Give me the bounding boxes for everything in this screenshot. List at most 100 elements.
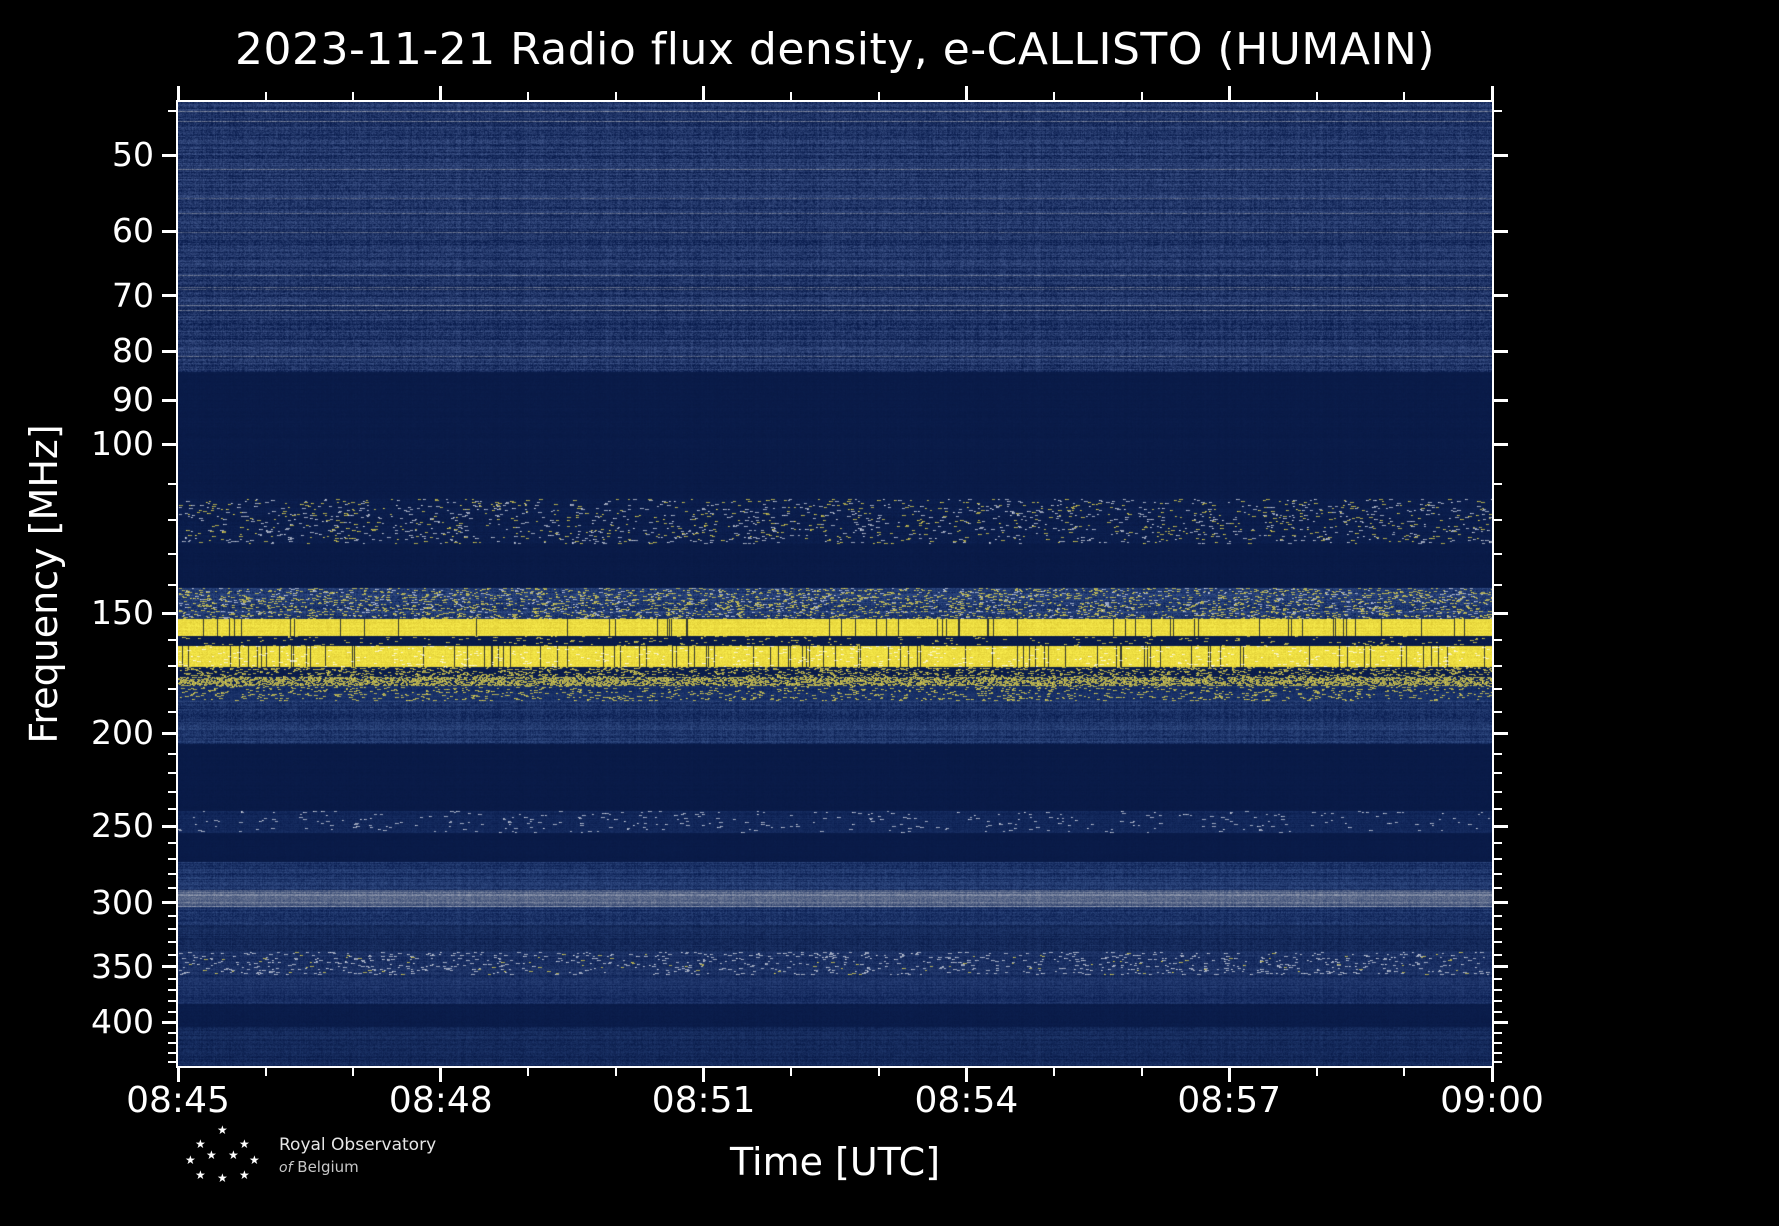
y-minor-tick bbox=[168, 872, 176, 875]
x-major-tick bbox=[964, 86, 968, 100]
y-major-tick bbox=[162, 965, 176, 969]
y-tick-label: 250 bbox=[91, 806, 154, 846]
y-minor-tick bbox=[168, 841, 176, 844]
y-tick-label: 70 bbox=[112, 275, 154, 315]
x-tick-label: 08:48 bbox=[388, 1080, 493, 1121]
y-minor-tick bbox=[168, 552, 176, 555]
y-tick-label: 400 bbox=[91, 1002, 154, 1042]
x-tick-label: 08:54 bbox=[914, 1080, 1019, 1121]
y-major-tick bbox=[162, 294, 176, 298]
y-minor-tick bbox=[1494, 872, 1502, 875]
logo-line2-belgium: Belgium bbox=[297, 1157, 359, 1176]
y-major-tick bbox=[1494, 398, 1508, 402]
y-minor-tick bbox=[168, 1010, 176, 1013]
star-icon: ★ bbox=[239, 1168, 250, 1182]
y-major-tick bbox=[1494, 731, 1508, 735]
y-major-tick bbox=[1494, 153, 1508, 157]
y-minor-tick bbox=[1494, 1041, 1502, 1044]
x-major-tick bbox=[176, 86, 180, 100]
y-major-tick bbox=[162, 229, 176, 233]
y-tick-label: 100 bbox=[91, 424, 154, 464]
x-minor-tick bbox=[877, 1068, 880, 1076]
x-minor-tick bbox=[264, 1068, 267, 1076]
y-minor-tick bbox=[168, 1031, 176, 1034]
y-major-tick bbox=[1494, 611, 1508, 615]
spectrogram-canvas bbox=[178, 102, 1492, 1066]
y-minor-tick bbox=[168, 688, 176, 691]
y-minor-tick bbox=[1494, 688, 1502, 691]
y-tick-label: 300 bbox=[91, 882, 154, 922]
y-minor-tick bbox=[168, 752, 176, 755]
y-major-tick bbox=[1494, 442, 1508, 446]
y-major-tick bbox=[1494, 349, 1508, 353]
y-minor-tick bbox=[168, 110, 176, 113]
x-minor-tick bbox=[1315, 92, 1318, 100]
y-minor-tick bbox=[168, 887, 176, 890]
y-minor-tick bbox=[1494, 841, 1502, 844]
y-minor-tick bbox=[168, 483, 176, 486]
y-minor-tick bbox=[1494, 583, 1502, 586]
y-minor-tick bbox=[1494, 928, 1502, 931]
x-axis-label: Time [UTC] bbox=[729, 1140, 941, 1184]
y-minor-tick bbox=[168, 1061, 176, 1064]
chart-title: 2023-11-21 Radio flux density, e-CALLIST… bbox=[234, 24, 1436, 75]
y-minor-tick bbox=[168, 928, 176, 931]
y-tick-label: 150 bbox=[91, 593, 154, 633]
y-minor-tick bbox=[1494, 664, 1502, 667]
x-minor-tick bbox=[790, 92, 793, 100]
x-minor-tick bbox=[615, 1068, 617, 1076]
y-major-tick bbox=[1494, 294, 1508, 298]
y-minor-tick bbox=[168, 639, 176, 642]
y-tick-label: 50 bbox=[112, 135, 154, 175]
x-minor-tick bbox=[527, 1068, 530, 1076]
star-icon: ★ bbox=[195, 1168, 206, 1182]
rob-logo: ★ ★ ★ ★ ★ ★ ★ ★ ★ ★ Royal Observatory of Belgium bbox=[183, 1124, 436, 1186]
x-minor-tick bbox=[877, 92, 880, 100]
y-minor-tick bbox=[168, 953, 176, 956]
y-major-tick bbox=[162, 901, 176, 904]
y-major-tick bbox=[1494, 965, 1508, 969]
y-axis-label: Frequency [MHz] bbox=[22, 424, 66, 744]
y-tick-label: 80 bbox=[112, 331, 154, 371]
x-minor-tick bbox=[790, 1068, 793, 1076]
logo-line1: Royal Observatory bbox=[279, 1134, 437, 1155]
y-minor-tick bbox=[1494, 639, 1502, 642]
star-icon: ★ bbox=[217, 1123, 228, 1137]
y-major-tick bbox=[162, 442, 176, 446]
y-minor-tick bbox=[168, 988, 176, 991]
y-minor-tick bbox=[168, 977, 176, 980]
y-minor-tick bbox=[1494, 988, 1502, 991]
star-icon: ★ bbox=[206, 1148, 217, 1162]
x-major-tick bbox=[1227, 1068, 1231, 1082]
y-major-tick bbox=[162, 153, 176, 157]
y-major-tick bbox=[162, 398, 176, 402]
star-icon: ★ bbox=[195, 1137, 206, 1151]
y-tick-label: 60 bbox=[112, 211, 154, 251]
x-minor-tick bbox=[615, 92, 617, 100]
y-minor-tick bbox=[1494, 887, 1502, 890]
logo-line2: of Belgium bbox=[279, 1158, 436, 1176]
y-tick-label: 90 bbox=[112, 380, 154, 420]
y-minor-tick bbox=[168, 915, 176, 918]
x-tick-label: 08:57 bbox=[1177, 1080, 1282, 1121]
y-major-tick bbox=[162, 1020, 176, 1024]
star-icon: ★ bbox=[185, 1153, 196, 1167]
y-minor-tick bbox=[168, 711, 176, 714]
x-minor-tick bbox=[1403, 92, 1406, 100]
x-minor-tick bbox=[1140, 1068, 1143, 1076]
x-minor-tick bbox=[1140, 92, 1143, 100]
x-minor-tick bbox=[1315, 1068, 1318, 1076]
x-tick-label: 08:45 bbox=[126, 1080, 230, 1121]
x-major-tick bbox=[964, 1068, 968, 1082]
y-major-tick bbox=[1494, 1020, 1508, 1024]
y-minor-tick bbox=[1494, 519, 1502, 522]
y-minor-tick bbox=[1494, 941, 1502, 944]
y-minor-tick bbox=[1494, 1061, 1502, 1064]
y-minor-tick bbox=[1494, 1051, 1502, 1054]
y-minor-tick bbox=[1494, 915, 1502, 918]
x-minor-tick bbox=[352, 1068, 355, 1076]
y-minor-tick bbox=[168, 790, 176, 793]
y-major-tick bbox=[162, 611, 176, 615]
y-major-tick bbox=[162, 731, 176, 735]
x-major-tick bbox=[702, 86, 706, 100]
